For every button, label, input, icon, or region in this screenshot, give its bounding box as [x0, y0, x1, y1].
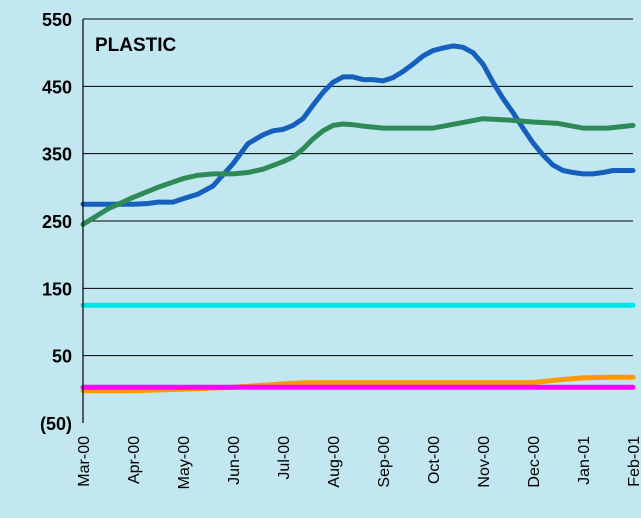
x-tick-label: Apr-00: [126, 436, 143, 484]
series-line-1: [80, 43, 636, 207]
gridlines: [83, 18, 633, 357]
x-tick-label: Jul-00: [276, 436, 293, 480]
series-layer: [80, 43, 636, 394]
x-tick-label: Sep-00: [376, 436, 393, 488]
y-tick-labels: (50) 50 150 250 350 450 550: [40, 10, 72, 434]
y-tick-label: 350: [42, 145, 72, 165]
x-tick-label: May-00: [176, 436, 193, 489]
y-tick-label: 450: [42, 77, 72, 97]
y-tick-label: (50): [40, 414, 72, 434]
x-tick-label: Dec-00: [526, 436, 543, 488]
series-line-2: [80, 116, 636, 227]
x-tick-label: Aug-00: [326, 436, 343, 488]
x-tick-label: Oct-00: [426, 436, 443, 484]
y-tick-label: 550: [42, 10, 72, 30]
x-tick-label: Jan-01: [576, 436, 593, 485]
x-tick-label: Nov-00: [476, 436, 493, 488]
x-tick-label: Jun-00: [226, 436, 243, 485]
chart-title: PLASTIC: [95, 35, 177, 56]
x-tick-labels: Mar-00 Apr-00 May-00 Jun-00 Jul-00 Aug-00 Sep-…: [76, 436, 641, 489]
y-tick-label: 150: [42, 279, 72, 299]
x-tick-label: Mar-00: [76, 436, 93, 487]
y-tick-label: 250: [42, 212, 72, 232]
x-tick-label: Feb-01: [626, 436, 641, 487]
y-tick-label: 50: [52, 347, 72, 367]
